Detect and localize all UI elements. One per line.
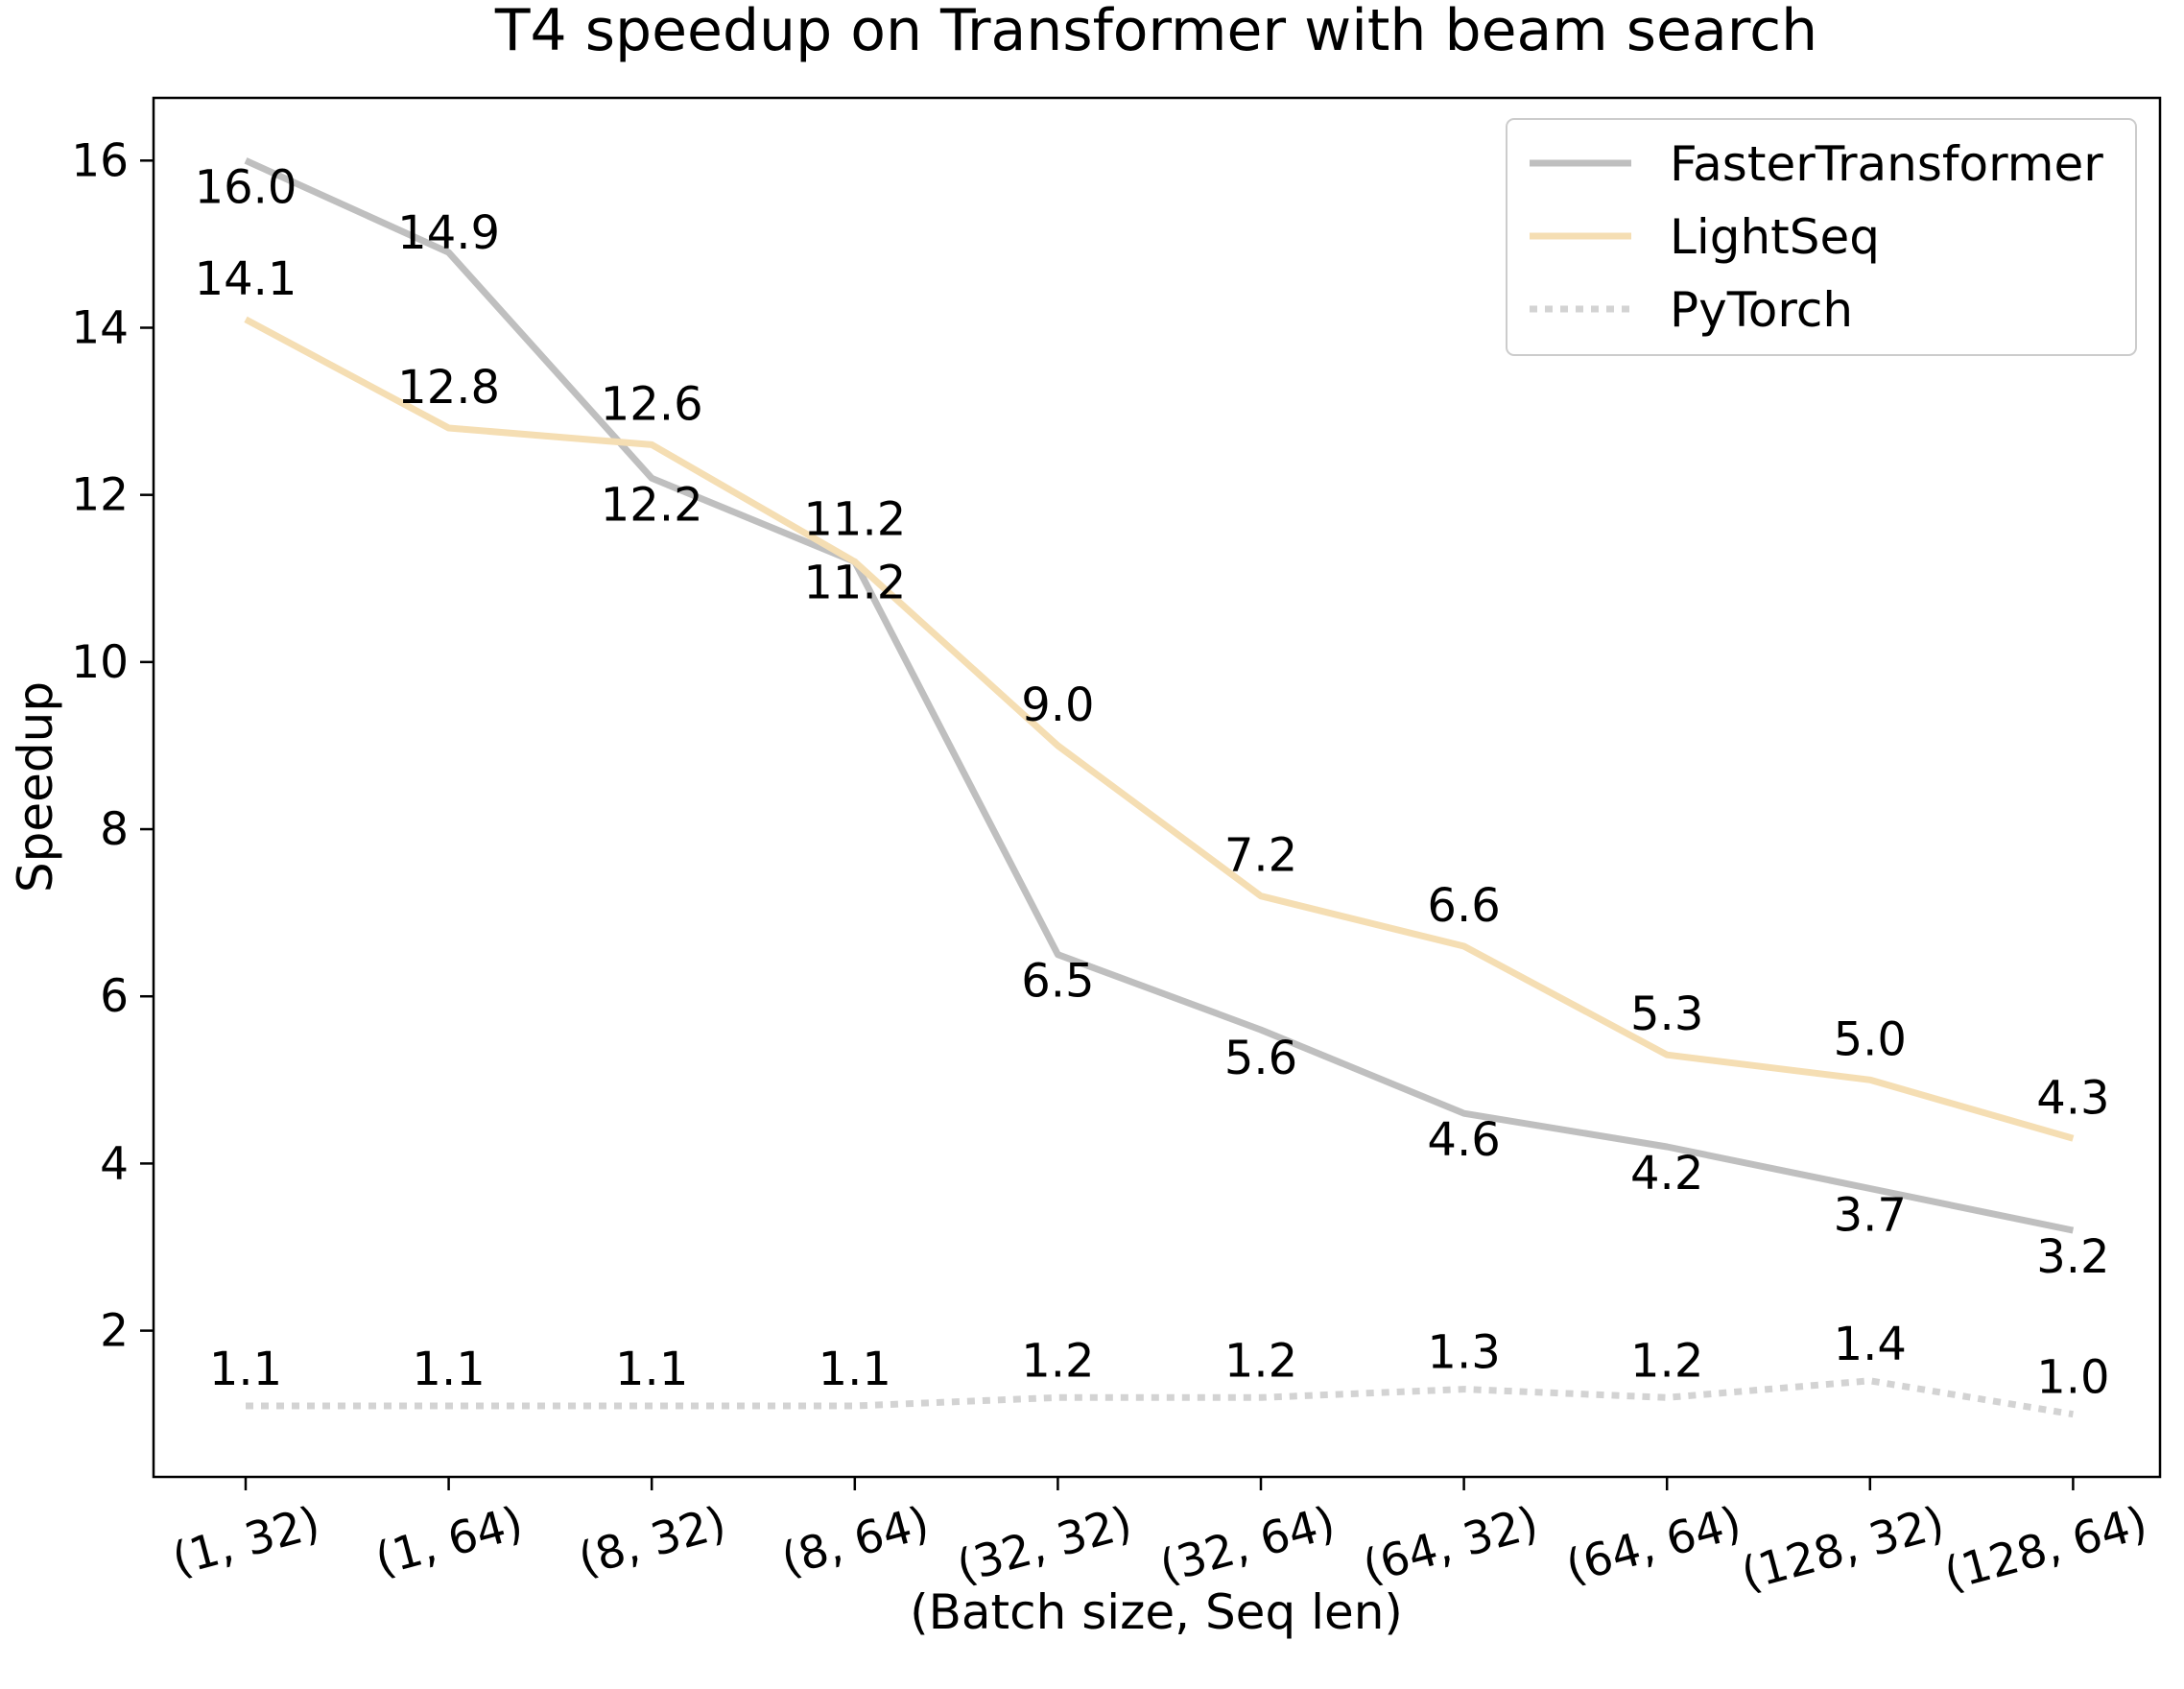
chart-title: T4 speedup on Transformer with beam sear… [494, 0, 1817, 64]
x-axis-label: (Batch size, Seq len) [910, 1584, 1403, 1640]
y-tick-label: 8 [100, 803, 129, 856]
data-label-lightseq: 11.2 [803, 492, 906, 546]
data-label-pytorch: 1.3 [1427, 1326, 1500, 1380]
series-line-pytorch [246, 1377, 2074, 1418]
data-label-pytorch: 1.0 [2036, 1351, 2109, 1405]
y-axis-label: Speedup [8, 681, 63, 892]
series-lines [244, 157, 2075, 1418]
data-label-fastertransformer: 11.2 [803, 556, 906, 609]
series-line-lightseq [244, 316, 2075, 1142]
y-tick-label: 16 [71, 134, 129, 187]
data-label-lightseq: 4.3 [2036, 1071, 2109, 1125]
data-label-lightseq: 9.0 [1021, 678, 1094, 732]
data-label-fastertransformer: 3.2 [2036, 1230, 2109, 1284]
plot-frame [152, 96, 2162, 1479]
data-labels: 16.0 14.9 12.2 11.2 6.5 5.6 4.6 4.2 3.7 3.2 14.1 12… [195, 160, 2110, 1404]
y-tick-label: 6 [100, 970, 129, 1023]
data-label-fastertransformer: 14.9 [397, 206, 500, 260]
legend-label-pytorch: PyTorch [1670, 282, 1853, 338]
data-label-lightseq: 5.3 [1630, 987, 1703, 1041]
legend-label-lightseq: LightSeq [1670, 209, 1880, 265]
data-label-pytorch: 1.2 [1021, 1334, 1094, 1388]
data-label-lightseq: 5.0 [1834, 1012, 1907, 1066]
data-label-pytorch: 1.4 [1834, 1318, 1907, 1371]
data-label-lightseq: 6.6 [1427, 879, 1500, 933]
data-label-pytorch: 1.1 [819, 1343, 891, 1396]
data-label-lightseq: 14.1 [195, 252, 297, 306]
data-label-fastertransformer: 4.6 [1427, 1113, 1500, 1167]
data-label-fastertransformer: 16.0 [195, 160, 297, 214]
y-tick-label: 4 [100, 1137, 129, 1190]
y-tick-label: 10 [71, 636, 129, 689]
legend-frame [1506, 118, 2137, 356]
data-label-fastertransformer: 3.7 [1834, 1189, 1907, 1243]
data-label-pytorch: 1.2 [1224, 1334, 1297, 1388]
y-axis: 2 4 6 8 10 12 14 16 [71, 134, 154, 1358]
data-label-fastertransformer: 5.6 [1224, 1032, 1297, 1085]
data-label-lightseq: 12.6 [601, 377, 703, 431]
data-label-fastertransformer: 4.2 [1630, 1147, 1703, 1201]
data-label-fastertransformer: 6.5 [1021, 955, 1094, 1009]
data-label-pytorch: 1.1 [209, 1343, 282, 1396]
data-label-pytorch: 1.1 [412, 1343, 485, 1396]
data-label-pytorch: 1.2 [1630, 1334, 1703, 1388]
data-label-lightseq: 12.8 [397, 361, 500, 415]
data-label-pytorch: 1.1 [615, 1343, 688, 1396]
y-tick-label: 14 [71, 302, 129, 355]
y-tick-label: 12 [71, 469, 129, 522]
legend: FasterTransformer LightSeq PyTorch [1506, 118, 2137, 356]
y-tick-label: 2 [100, 1305, 129, 1358]
data-label-fastertransformer: 12.2 [601, 478, 703, 532]
legend-label-fastertransformer: FasterTransformer [1670, 136, 2103, 192]
series-line-fastertransformer [244, 157, 2075, 1234]
data-label-lightseq: 7.2 [1224, 829, 1297, 883]
